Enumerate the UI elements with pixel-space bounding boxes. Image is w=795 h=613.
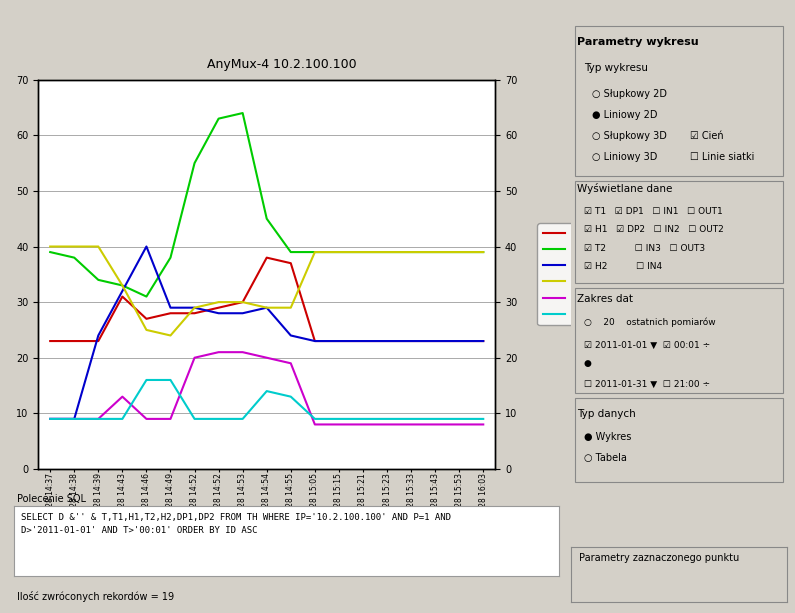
Text: ☑ T2          ☐ IN3   ☐ OUT3: ☑ T2 ☐ IN3 ☐ OUT3 <box>584 244 705 253</box>
FancyBboxPatch shape <box>575 288 783 393</box>
Text: ● Liniowy 2D: ● Liniowy 2D <box>592 110 658 120</box>
Text: ○ Słupkowy 3D: ○ Słupkowy 3D <box>592 131 667 141</box>
FancyBboxPatch shape <box>575 398 783 482</box>
Text: ☑ H1   ☑ DP2   ☐ IN2   ☐ OUT2: ☑ H1 ☑ DP2 ☐ IN2 ☐ OUT2 <box>584 226 723 234</box>
Text: ○    20    ostatnich pomiarów: ○ 20 ostatnich pomiarów <box>584 317 716 327</box>
Text: AnyMux-4 10.2.100.100: AnyMux-4 10.2.100.100 <box>207 58 357 71</box>
Text: ☑ Cień: ☑ Cień <box>690 131 723 141</box>
FancyBboxPatch shape <box>575 26 783 175</box>
Text: Typ wykresu: Typ wykresu <box>584 63 648 73</box>
Text: Zakres dat: Zakres dat <box>577 294 634 303</box>
Text: ☑ T1   ☑ DP1   ☐ IN1   ☐ OUT1: ☑ T1 ☑ DP1 ☐ IN1 ☐ OUT1 <box>584 207 723 216</box>
Text: ○ Tabela: ○ Tabela <box>584 454 626 463</box>
Text: Parametry zaznaczonego punktu: Parametry zaznaczonego punktu <box>580 554 739 563</box>
FancyBboxPatch shape <box>575 181 783 283</box>
Text: Ilość zwróconych rekordów = 19: Ilość zwróconych rekordów = 19 <box>17 590 175 601</box>
Text: Parametry wykresu: Parametry wykresu <box>577 37 699 47</box>
Text: ●: ● <box>584 359 591 368</box>
Text: ○ Słupkowy 2D: ○ Słupkowy 2D <box>592 89 668 99</box>
Text: ☑ 2011-01-01 ▼  ☑ 00:01 ÷: ☑ 2011-01-01 ▼ ☑ 00:01 ÷ <box>584 341 710 350</box>
Text: ☑ H2          ☐ IN4: ☑ H2 ☐ IN4 <box>584 262 662 271</box>
Text: ☐ 2011-01-31 ▼  ☐ 21:00 ÷: ☐ 2011-01-31 ▼ ☐ 21:00 ÷ <box>584 380 710 389</box>
Text: Polecenie SQL: Polecenie SQL <box>17 494 87 504</box>
Text: Wyświetlane dane: Wyświetlane dane <box>577 183 673 194</box>
Text: ○ Liniowy 3D: ○ Liniowy 3D <box>592 152 657 162</box>
Text: ● Wykres: ● Wykres <box>584 432 631 443</box>
Text: SELECT D &'' & T,T1,H1,T2,H2,DP1,DP2 FROM TH WHERE IP='10.2.100.100' AND P=1 AND: SELECT D &'' & T,T1,H1,T2,H2,DP1,DP2 FRO… <box>21 512 451 535</box>
Legend: T1, H1, T2, H2, DP1, DP2: T1, H1, T2, H2, DP1, DP2 <box>537 224 602 325</box>
Text: Typ danych: Typ danych <box>577 409 636 419</box>
Text: ☐ Linie siatki: ☐ Linie siatki <box>690 152 754 162</box>
